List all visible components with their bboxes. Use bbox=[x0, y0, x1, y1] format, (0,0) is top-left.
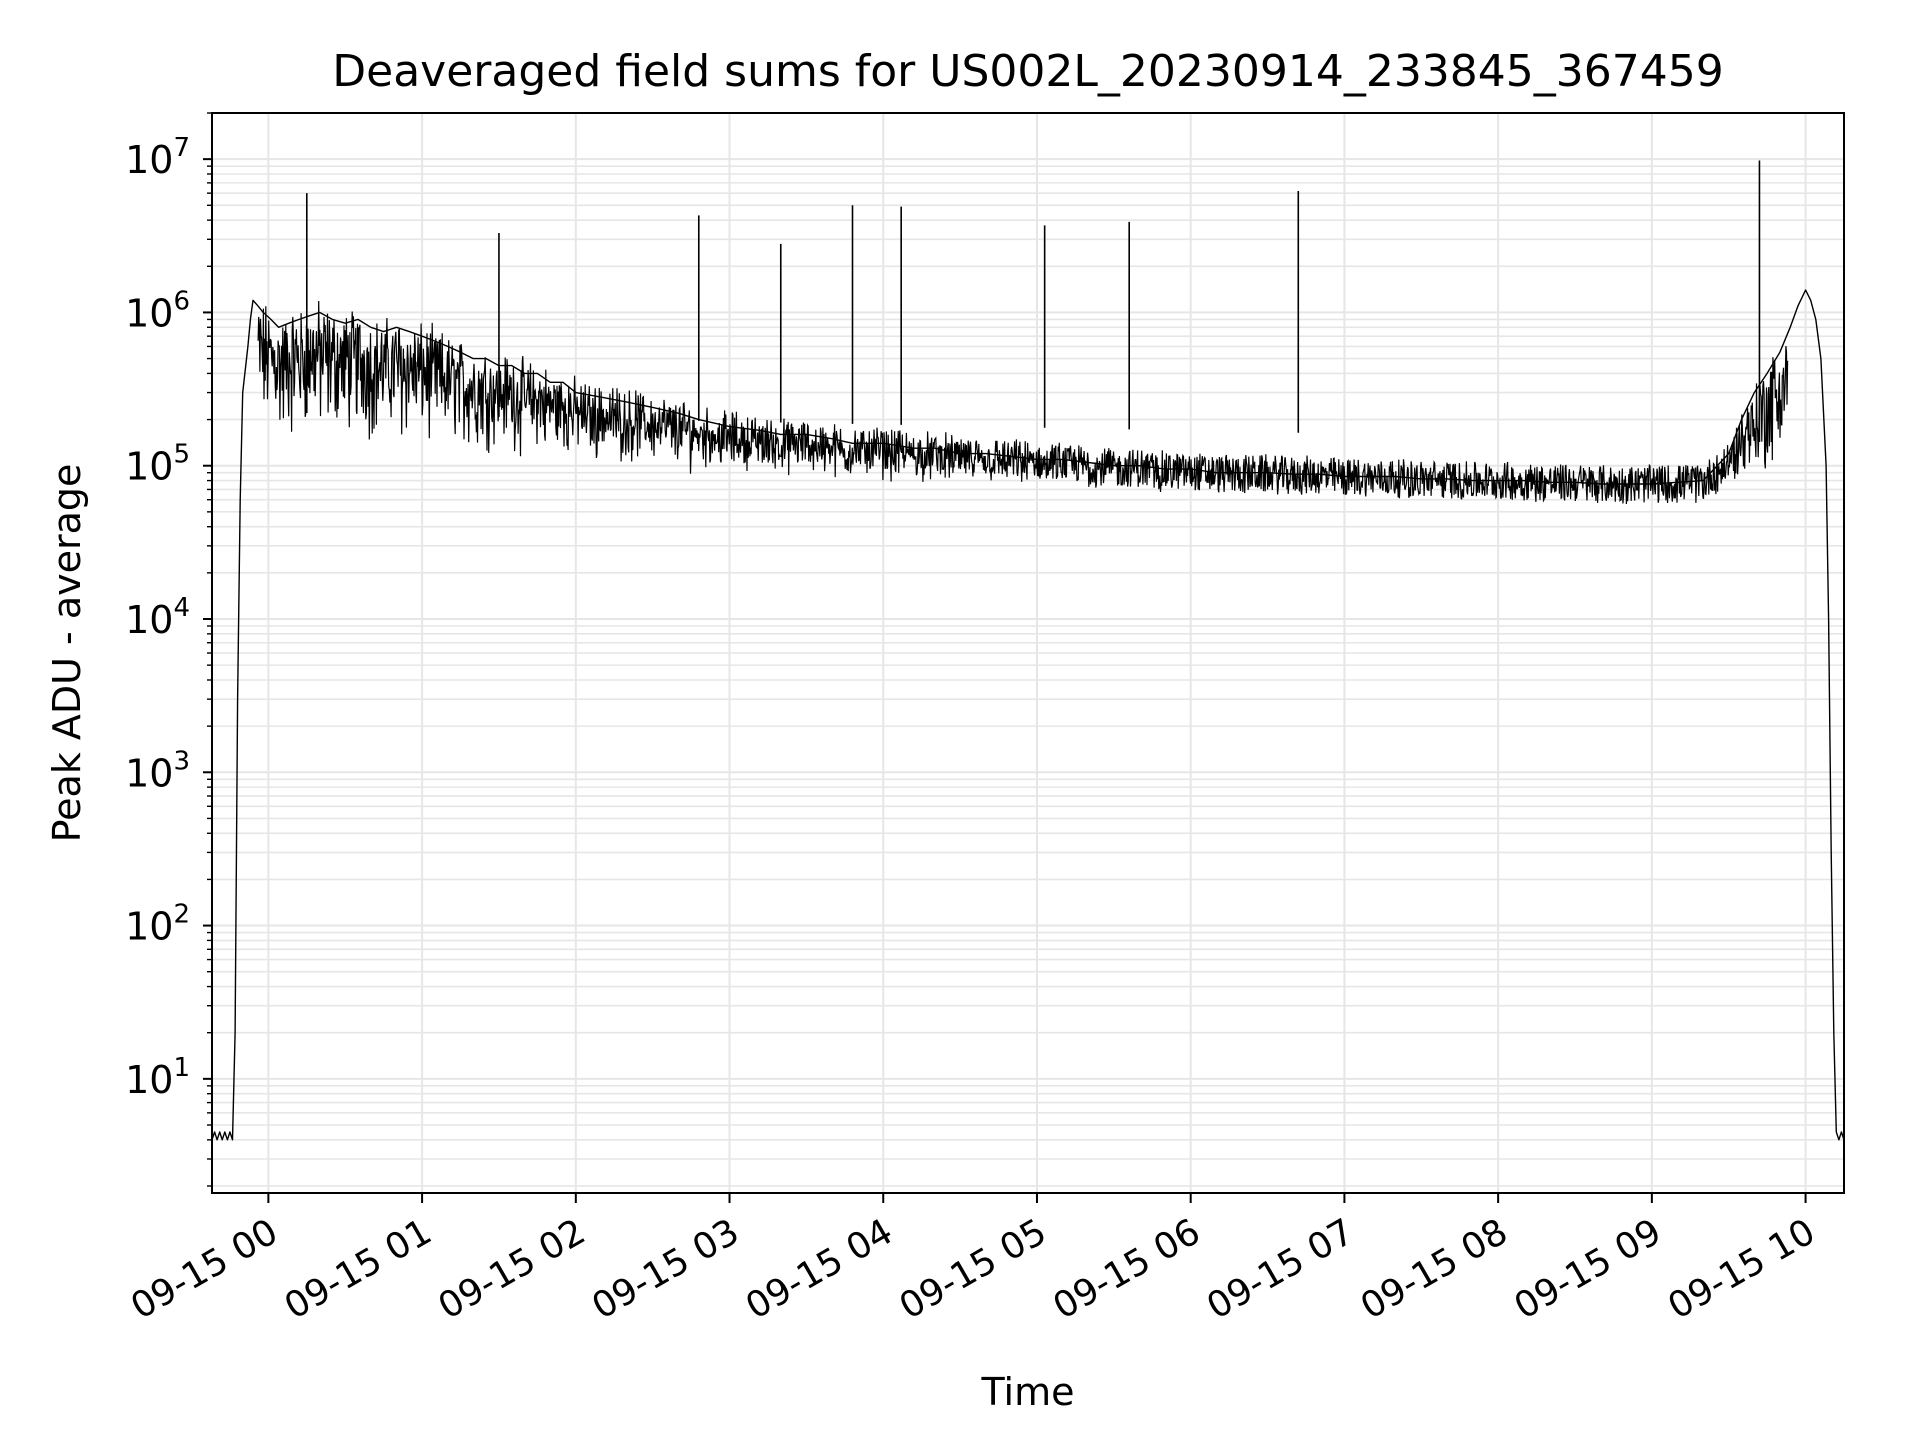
y-tick-label: 106 bbox=[125, 286, 190, 335]
series-line bbox=[211, 289, 1845, 1141]
y-axis: 101 102 103 104 105 106 107 bbox=[125, 112, 212, 1187]
y-tick-label: 104 bbox=[125, 593, 190, 642]
y-axis-label: Peak ADU - average bbox=[45, 464, 89, 843]
x-axis-label: Time bbox=[981, 1370, 1075, 1414]
y-tick-label: 103 bbox=[125, 746, 190, 795]
noise-trace bbox=[257, 300, 1789, 505]
y-tick-label: 107 bbox=[125, 133, 190, 182]
major-gridlines bbox=[212, 113, 1844, 1193]
y-tick-label: 105 bbox=[125, 440, 190, 489]
noise-band bbox=[257, 300, 1789, 505]
y-tick-label: 101 bbox=[125, 1053, 190, 1102]
spike-marks bbox=[305, 160, 1761, 443]
y-tick-label: 102 bbox=[125, 900, 190, 949]
minor-gridlines bbox=[212, 112, 1844, 1187]
chart-title: Deaveraged field sums for US002L_2023091… bbox=[332, 46, 1724, 97]
